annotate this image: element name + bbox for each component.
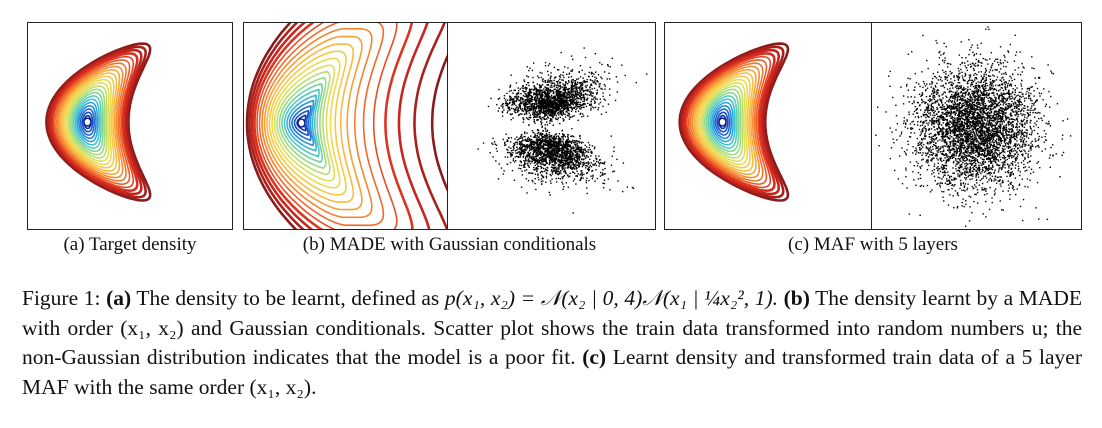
contour-line [64,78,112,166]
contour-line [288,100,315,147]
caption-label-b: (b) [783,286,810,310]
contour-line [81,111,94,133]
contour-line [48,48,143,196]
contour-line [693,68,757,176]
contour-line [276,70,331,176]
contour-line [296,114,307,132]
contour-line [55,62,127,182]
caption-text-b: The density learnt by a MADE with order … [22,286,1083,369]
caption-text-c: Learnt density and transformed train dat… [22,345,1083,399]
contour-line [67,85,108,159]
contour-line [683,52,776,192]
contour-line [700,82,746,162]
made-density-contour-plot [245,23,448,229]
subcaption-c: (c) MAF with 5 layers [788,234,958,255]
panel-c-maf-density [664,22,873,230]
contour-line [76,101,99,143]
contour-line [687,59,768,185]
contour-line [72,95,102,149]
contour-line [263,35,363,211]
density-peak-marker [297,118,306,128]
contour-line [258,23,385,227]
contour-line [702,85,744,159]
contour-line [712,105,733,140]
subcaption-b: (b) MADE with Gaussian conditionals [302,234,597,255]
density-peak-marker [83,117,92,127]
contour-line [705,91,740,153]
contour-line [253,23,414,229]
contour-line [681,48,780,196]
contour-line [54,59,131,185]
contour-line [691,65,760,179]
contour-line [271,57,341,189]
contour-line [256,23,398,229]
contour-line [716,111,729,133]
contour-line [74,98,101,146]
contour-line [709,98,736,146]
caption-label-a: (a) [106,286,132,310]
contour-line [66,82,110,162]
caption-prefix: Figure 1: [22,286,101,310]
contour-line [57,65,124,179]
contour-line [50,52,139,192]
contour-line [69,88,106,156]
scatter-points [875,26,1072,227]
contour-line [689,62,764,182]
contour-line [707,95,738,149]
contour-line [79,108,95,136]
made-scatter-plot [477,47,648,214]
maf-density-contour-plot [678,42,790,202]
contour-line [245,23,448,229]
contour-line [698,78,748,166]
contour-line [52,55,135,189]
contour-line [268,50,347,196]
contour-line [261,27,373,219]
contour-line [293,110,310,137]
contour-line [678,42,790,202]
contour-line [286,94,318,152]
contour-line [686,55,772,189]
contour-line [278,77,327,169]
contour-line [281,83,324,163]
contour-line [248,23,448,229]
contour-line [714,108,731,136]
contour-line [59,68,121,176]
contour-line [680,45,785,199]
panel-b-made-density [243,22,449,230]
maf-scatter-plot [875,26,1072,227]
scatter-points [477,47,648,214]
contour-line [703,88,742,156]
caption-text-a: The density to be learnt, defined as [136,286,440,310]
contour-line [266,43,355,203]
panel-c-maf-scatter [871,22,1082,230]
contour-line [71,91,104,153]
panel-b-made-scatter [447,22,656,230]
caption-label-c: (c) [582,345,607,369]
contour-line [62,75,115,169]
panel-a-target-density [27,22,233,230]
contour-line [291,105,312,141]
contour-line [61,72,118,172]
contour-line [283,89,320,157]
density-peak-marker [718,117,727,127]
target-density-contour-plot [45,42,152,202]
contour-line [45,42,152,202]
figure-caption: Figure 1: (a) The density to be learnt, … [22,284,1082,402]
contour-line [46,45,147,199]
contour-line [696,75,751,169]
caption-formula-a: p(x₁, x₂) = 𝒩(x₂ | 0, 4)𝒩(x₁ | ¼x₂², 1). [444,286,779,310]
contour-line [78,105,97,140]
contour-line [694,72,754,172]
contour-line [250,23,431,229]
contour-line [273,64,336,182]
subcaption-a: (a) Target density [63,234,197,255]
contour-line [711,101,734,143]
